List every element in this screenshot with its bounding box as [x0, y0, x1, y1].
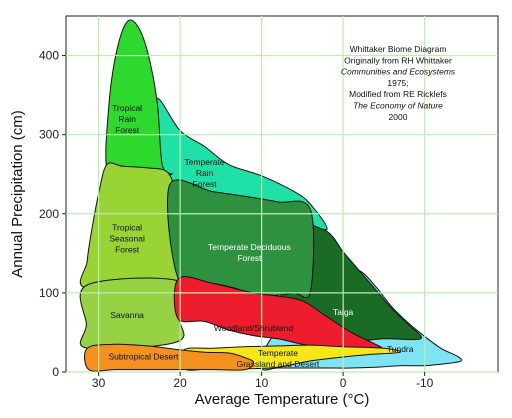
x-tick-label: 30: [92, 376, 106, 390]
x-tick-label: -10: [416, 376, 434, 390]
y-axis-title: Annual Precipitation (cm): [9, 110, 26, 278]
biome-label-tropical-seasonal-forest: Tropical Seasonal Forest: [109, 222, 145, 254]
biome-label-temperate-rain-forest: Temperate Rain Forest: [184, 157, 224, 189]
y-tick-label: 300: [39, 128, 59, 142]
biome-label-taiga: Taiga: [333, 307, 354, 317]
biome-label-savanna: Savanna: [110, 310, 144, 320]
diagram-source-note: Whittaker Biome Diagram Originally from R…: [341, 44, 456, 122]
y-tick-label: 0: [52, 365, 59, 379]
biome-label-temperate-deciduous-forest: Temperate Deciduous Forest: [208, 242, 291, 263]
x-tick-label: 10: [255, 376, 269, 390]
y-tick-label: 400: [39, 49, 59, 63]
x-axis-title: Average Temperature (°C): [195, 391, 370, 408]
x-tick-label: 0: [340, 376, 347, 390]
y-tick-label: 100: [39, 286, 59, 300]
biome-label-subtropical-desert: Subtropical Desert: [108, 351, 179, 361]
biome-label-woodland-shrubland: Woodland/Shrubland: [214, 323, 294, 333]
biome-label-tundra: Tundra: [387, 344, 414, 354]
x-tick-label: 20: [173, 376, 187, 390]
biome-label-tropical-rain-forest: Tropical Rain Forest: [112, 103, 142, 135]
biome-region-subtropical-desert: [84, 343, 254, 372]
biome-label-temperate-grassland-and-desert: Temperate Grassland and Desert: [237, 348, 320, 369]
y-tick-label: 200: [39, 207, 59, 221]
